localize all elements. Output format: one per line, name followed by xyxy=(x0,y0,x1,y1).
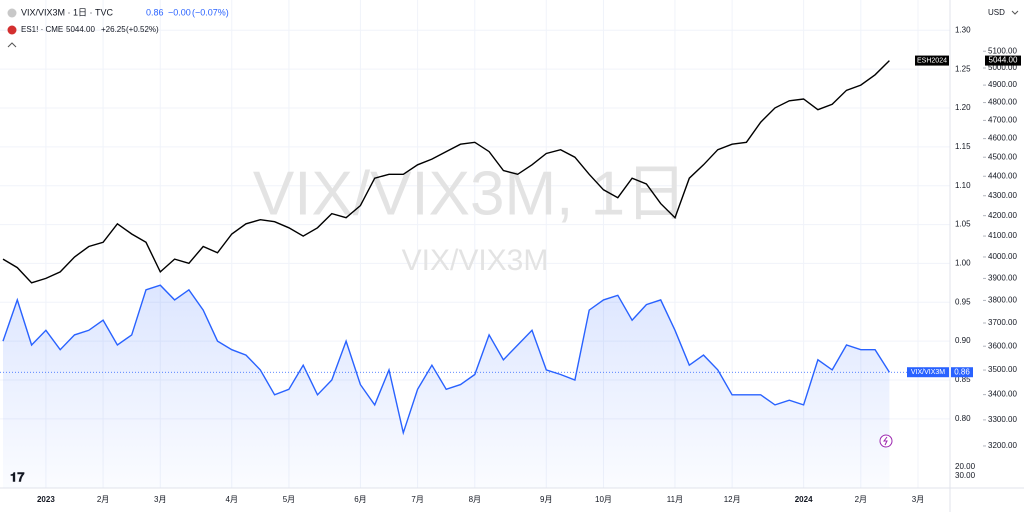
y2-tick-label: 3300.00 xyxy=(988,415,1017,424)
main-title: VIX/VIX3M · 1日 · TVC xyxy=(21,7,114,17)
x-tick-label: 7月 xyxy=(411,495,423,504)
y-tick-label: 1.20 xyxy=(955,103,971,112)
x-tick-label: 2024 xyxy=(795,495,813,504)
series-name-badge xyxy=(907,367,949,378)
series-name-label: VIX/VIX3M xyxy=(911,369,945,376)
x-tick-label: 8月 xyxy=(469,495,481,504)
plot xyxy=(0,60,950,488)
collapse-icon[interactable] xyxy=(7,42,17,48)
x-tick-label: 10月 xyxy=(595,495,612,504)
x-tick-label: 9月 xyxy=(540,495,552,504)
main-change-pct: (−0.07%) xyxy=(192,7,229,17)
compare-title: ES1! · CME xyxy=(21,25,63,34)
x-tick-label: 2023 xyxy=(37,495,55,504)
y2-tick-label: 4700.00 xyxy=(988,116,1017,125)
x-tick-label: 3月 xyxy=(912,495,924,504)
y-tick-label: 0.90 xyxy=(955,336,971,345)
y2-tick-label: 4500.00 xyxy=(988,152,1017,161)
y-tick-label: 1.15 xyxy=(955,142,971,151)
alert-bolt xyxy=(883,436,888,446)
y-tick-label: 1.05 xyxy=(955,220,971,229)
watermark-subtitle: VIX/VIX3M xyxy=(402,244,549,277)
main-change: −0.00 xyxy=(168,7,191,17)
compare-change-pct: (+0.52%) xyxy=(126,25,159,34)
y2-tick-label: 5100.00 xyxy=(988,46,1017,55)
tv-logo[interactable]: 𝟏𝟕 xyxy=(10,469,25,484)
x-tick-label: 2月 xyxy=(855,495,867,504)
y2-tick-label: 4300.00 xyxy=(988,191,1017,200)
y-tick-label: 0.95 xyxy=(955,297,971,306)
y2-tick-label: 4200.00 xyxy=(988,211,1017,220)
y2-tick-label: 3800.00 xyxy=(988,296,1017,305)
y-tick-label: 1.30 xyxy=(955,25,971,34)
y2-tick-label: 3500.00 xyxy=(988,365,1017,374)
series-name-badge xyxy=(915,55,949,66)
extra-scale-label: 30.00 xyxy=(955,471,976,480)
y2-tick-label: 3200.00 xyxy=(988,441,1017,450)
y-tick-label: 1.00 xyxy=(955,259,971,268)
main-value: 0.86 xyxy=(146,7,164,17)
series-line xyxy=(2,284,890,436)
series-area xyxy=(3,285,890,488)
series-line xyxy=(2,60,890,284)
symbol-icon xyxy=(7,8,17,18)
y-tick-label: 0.80 xyxy=(955,414,971,423)
y2-tick-label: 3700.00 xyxy=(988,318,1017,327)
y2-tick-label: 4000.00 xyxy=(988,252,1017,261)
x-tick-label: 4月 xyxy=(226,495,238,504)
compare-value: 5044.00 xyxy=(66,25,95,34)
y2-tick-label: 5000.00 xyxy=(988,63,1017,72)
currency-dropdown[interactable] xyxy=(1011,10,1019,15)
y-tick-label: 1.10 xyxy=(955,181,971,190)
y2-tick-label: 3400.00 xyxy=(988,390,1017,399)
axes: 2023 2月 3月 4月 5月 6月 7月 8月 9月 10月 11月 12月 2024 2月 3月 0.8… xyxy=(37,25,1021,504)
last-value-label: 5044.00 xyxy=(989,56,1018,65)
x-tick-label: 12月 xyxy=(724,495,741,504)
last-value-badge xyxy=(951,367,973,378)
y-tick-label: 0.85 xyxy=(955,375,971,384)
y-tick-label: 1.25 xyxy=(955,64,971,73)
x-tick-label: 5月 xyxy=(283,495,295,504)
x-tick-label: 3月 xyxy=(154,495,166,504)
compare-icon xyxy=(7,25,17,35)
y2-tick-label: 3600.00 xyxy=(988,341,1017,350)
extra-scale-label: 20.00 xyxy=(955,462,976,471)
watermark-title: VIX/VIX3M, 1日 xyxy=(253,159,687,228)
last-value-label: 0.86 xyxy=(954,367,970,376)
y2-tick-label: 4100.00 xyxy=(988,231,1017,240)
x-tick-label: 11月 xyxy=(667,495,683,504)
y2-tick-label: 4600.00 xyxy=(988,134,1017,143)
x-tick-label: 2月 xyxy=(97,495,109,504)
x-tick-label: 6月 xyxy=(354,495,366,504)
y2-tick-label: 4800.00 xyxy=(988,98,1017,107)
y2-tick-label: 4900.00 xyxy=(988,80,1017,89)
currency[interactable]: USD xyxy=(988,8,1005,17)
compare-change: +26.25 xyxy=(101,25,126,34)
series-name-label: ESH2024 xyxy=(917,57,947,64)
y2-tick-label: 4400.00 xyxy=(988,171,1017,180)
last-value-badge xyxy=(985,55,1021,66)
y2-tick-label: 3900.00 xyxy=(988,274,1017,283)
